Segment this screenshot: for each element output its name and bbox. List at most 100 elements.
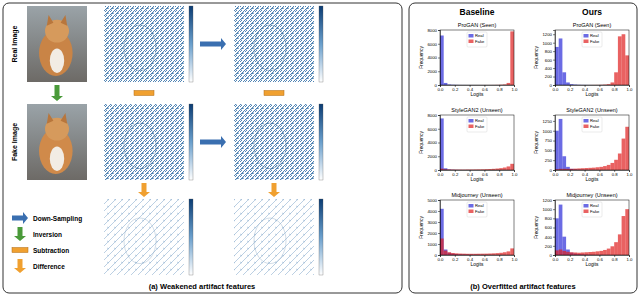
histogram-bar [611,82,615,85]
y-tick-label: 250 [545,158,553,163]
y-axis-title: Frequency [534,131,539,154]
histogram-bar [607,165,611,170]
histogram-bar [566,252,570,255]
caption: (a) Weakened artifact features [149,282,256,291]
panel-b-frame [409,3,637,293]
histogram-chart: 0.00.20.40.60.81.0020040060080010001200P… [534,22,633,97]
histogram-bar [625,127,629,170]
histogram-bar [499,253,503,255]
column-header: Baseline [460,7,495,17]
y-axis-title: Frequency [534,216,539,239]
histogram-bar [574,252,578,255]
y-tick-mark [553,141,555,142]
plot-frame [555,30,629,85]
y-tick-mark [553,209,555,210]
bars [555,34,629,85]
y-tick-mark [553,170,555,171]
y-axis-line [553,31,556,86]
x-tick: 1.0 [512,170,519,177]
x-tick: 0.4 [582,255,589,262]
legend-swatch [469,125,474,129]
histogram-bar [570,253,574,255]
y-tick-label: 1000 [427,242,437,247]
down-sampling-arrow [200,136,226,148]
y-tick-mark [438,115,440,116]
y-tick-mark [553,77,555,78]
y-tick: 4000 [427,140,440,145]
y-tick-label: 750 [545,138,553,143]
histogram-bar [599,251,603,255]
bars [440,118,514,170]
x-tick-label: 0.2 [452,172,459,177]
histogram-bar [588,168,592,170]
legend-label: Real [590,118,599,123]
y-tick-label: 4000 [427,140,437,145]
key-label: Down-Sampling [33,215,82,223]
x-tick: 0.0 [438,170,445,177]
histogram-bar [562,156,566,170]
histogram-bar [614,160,618,170]
histogram-bar [585,168,589,170]
caption: (b) Overfitted artifact features [470,282,575,291]
y-tick-label: 400 [545,66,553,71]
legend: RealFake [582,117,602,132]
x-axis: 0.00.20.40.60.81.0 [553,255,634,262]
legend-label: Fake [590,39,600,44]
y-tick-mark [553,200,555,201]
x-tick: 0.6 [482,85,489,92]
y-tick-label: 0 [435,83,438,88]
histogram-bar [596,251,600,255]
y-tick: 3000 [427,220,440,225]
y-tick-mark [438,30,440,31]
y-tick: 1250 [542,119,555,124]
y-tick-label: 6000 [427,127,437,132]
chart-title: ProGAN (Seen) [573,22,612,28]
histogram-bar [622,34,626,85]
histogram-bar [507,251,511,255]
x-tick-label: 1.0 [512,257,519,262]
y-tick: 1000 [427,242,440,247]
x-tick: 0.2 [567,255,574,262]
difference-map [104,199,184,275]
x-tick: 1.0 [512,85,519,92]
x-tick: 0.6 [482,255,489,262]
bars [555,119,629,170]
chart-title: ProGAN (Seen) [458,22,497,28]
y-tick-mark [553,218,555,219]
y-tick: 5000 [427,198,440,203]
x-axis-title: Logits [471,177,484,182]
histogram-bar [611,163,615,170]
legend-label: Fake [475,124,485,129]
histogram-bar [622,216,626,255]
y-tick: 600 [545,57,555,62]
y-tick: 0 [550,253,555,258]
y-tick-mark [438,143,440,144]
histogram-bar [503,252,507,255]
legend-swatch [584,125,589,129]
y-tick-label: 0 [550,168,553,173]
histogram-bar [559,205,563,255]
y-tick-label: 8000 [427,28,437,33]
histogram-bar [625,55,629,85]
histogram-bar [622,139,626,170]
legend-label: Real [475,118,484,123]
y-tick-label: 1200 [542,32,552,37]
x-tick: 0.8 [497,255,504,262]
histogram-bar [566,250,570,256]
y-tick-mark [438,85,440,86]
y-tick-mark [553,150,555,151]
x-axis: 0.00.20.40.60.81.0 [553,85,634,92]
legend: RealFake [467,32,487,47]
x-tick: 0.4 [467,85,474,92]
y-tick-label: 400 [545,235,553,240]
y-tick-label: 200 [545,244,553,249]
y-tick-mark [553,121,555,122]
x-axis: 0.00.20.40.60.81.0 [438,85,519,92]
y-tick-label: 4000 [427,209,437,214]
y-axis: 02000400060008000 [427,28,440,88]
legend-swatch [584,119,589,123]
y-tick: 0 [550,83,555,88]
down-sampling-arrow [200,38,226,50]
y-tick-mark [438,233,440,234]
y-tick: 400 [545,235,555,240]
